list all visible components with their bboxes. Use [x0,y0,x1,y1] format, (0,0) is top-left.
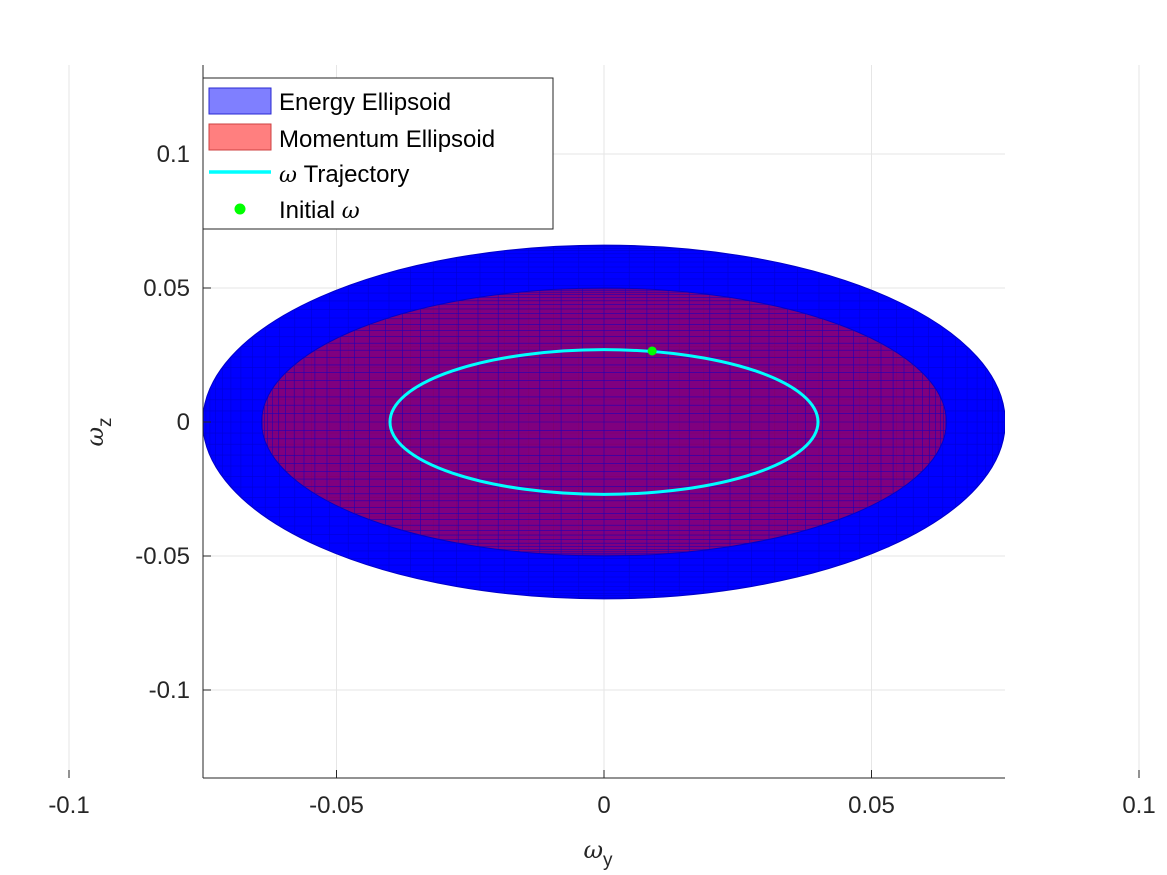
tick-labels: -0.1 -0.05 0 0.05 0.1 -0.1 -0.05 0 0.05 0.1 [48,141,1155,819]
momentum-ellipsoid-mesh [261,288,947,556]
legend-label-initial: Initial ω [279,197,360,224]
legend-label-energy: Energy Ellipsoid [279,89,451,116]
y-tick-label-1: -0.05 [135,543,190,570]
chart-marks [203,244,1005,600]
x-tick-label-3: 0.05 [848,792,895,819]
x-tick-label-0: -0.1 [48,792,89,819]
y-tick-label-2: 0 [177,409,190,436]
energy-ellipsoid-outline [203,244,1005,600]
y-tick-label-3: 0.05 [143,275,190,302]
x-tick-label-1: -0.05 [309,792,364,819]
initial-point [647,346,657,356]
momentum-ellipsoid-mesh-lines [261,288,947,556]
y-tick-label-4: 0.1 [157,141,190,168]
legend: Energy Ellipsoid Momentum Ellipsoid ω Tr… [202,77,554,230]
y-tick-label-0: -0.1 [149,677,190,704]
y-axis-label: ωz [81,417,116,446]
legend-swatch-initial [234,203,246,215]
x-axis-label: ωy [583,836,613,871]
trajectory-line [388,348,820,496]
momentum-ellipsoid-outline [261,287,947,557]
x-tick-label-2: 0 [597,792,610,819]
legend-label-momentum: Momentum Ellipsoid [279,126,495,153]
legend-swatch-momentum [208,123,272,151]
legend-swatch-energy [208,87,272,115]
legend-label-trajectory: ω Trajectory [279,161,409,188]
x-tick-label-4: 0.1 [1122,792,1155,819]
